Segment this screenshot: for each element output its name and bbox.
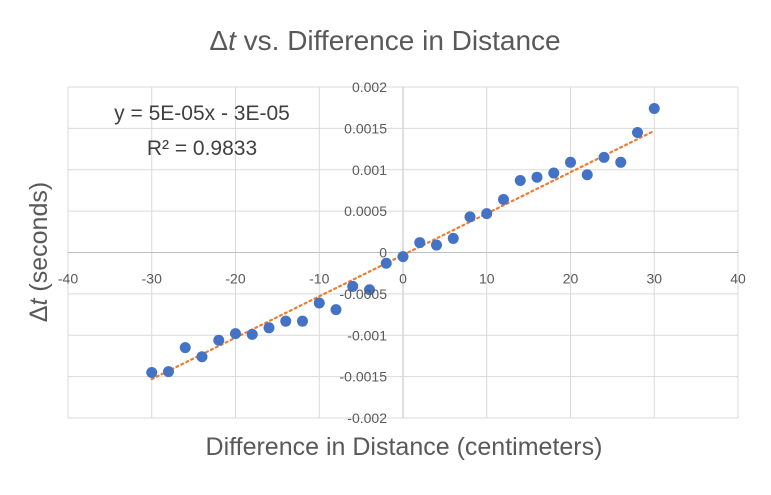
data-point <box>481 208 493 220</box>
x-tick-label: -40 <box>58 271 78 287</box>
data-point <box>196 351 208 363</box>
data-point <box>380 257 392 269</box>
r-squared-label: R² = 0.9833 <box>147 137 257 160</box>
x-axis-title: Difference in Distance (centimeters) <box>206 433 603 461</box>
data-point <box>347 280 359 292</box>
data-point <box>364 284 375 296</box>
data-point <box>230 328 241 340</box>
data-point <box>464 211 476 223</box>
data-point <box>414 237 426 249</box>
x-tick-labels: -40 -30 -20 -10 0 10 20 30 40 <box>58 271 746 287</box>
x-tick-label: -30 <box>142 271 162 287</box>
data-point <box>431 239 442 251</box>
y-axis-title: Δt (seconds) <box>25 182 53 322</box>
y-tick-label: -0.0005 <box>340 286 388 302</box>
data-point <box>514 175 526 187</box>
x-tick-label: 20 <box>563 271 579 287</box>
y-tick-label: -0.002 <box>347 410 387 426</box>
data-point <box>280 315 292 327</box>
data-point <box>548 167 560 179</box>
data-point <box>179 342 191 354</box>
data-point <box>498 194 509 206</box>
y-tick-label: 0.001 <box>352 162 387 178</box>
data-point <box>615 156 627 168</box>
x-tick-label: 0 <box>399 271 407 287</box>
data-point <box>246 328 258 340</box>
data-points <box>146 103 660 378</box>
x-tick-label: 30 <box>646 271 662 287</box>
data-point <box>648 103 660 115</box>
data-point <box>632 127 643 139</box>
x-tick-label: -10 <box>309 271 329 287</box>
data-point <box>531 171 543 183</box>
data-point <box>447 232 459 244</box>
data-point <box>581 169 593 181</box>
data-point <box>146 366 158 378</box>
y-tick-label: -0.001 <box>347 327 387 343</box>
data-point <box>313 297 325 309</box>
data-point <box>397 251 409 263</box>
trendline-equation: y = 5E-05x - 3E-05 <box>114 102 290 125</box>
data-point <box>565 156 576 168</box>
y-tick-label: 0.0015 <box>344 120 387 136</box>
y-tick-label: 0 <box>379 245 387 261</box>
data-point <box>330 304 342 316</box>
data-point <box>297 315 308 327</box>
data-point <box>598 151 610 163</box>
data-point <box>213 334 225 346</box>
y-tick-label: 0.002 <box>352 79 387 95</box>
data-point <box>263 322 275 334</box>
y-tick-label: 0.0005 <box>344 203 387 219</box>
y-tick-labels: 0.002 0.0015 0.001 0.0005 0 -0.0005 -0.001 -0.0… <box>340 79 388 426</box>
y-tick-label: -0.0015 <box>340 369 388 385</box>
data-point <box>163 366 174 378</box>
x-tick-label: -20 <box>225 271 245 287</box>
x-tick-label: 40 <box>730 271 746 287</box>
x-tick-label: 10 <box>479 271 495 287</box>
chart-title: Δt vs. Difference in Distance <box>209 25 560 56</box>
